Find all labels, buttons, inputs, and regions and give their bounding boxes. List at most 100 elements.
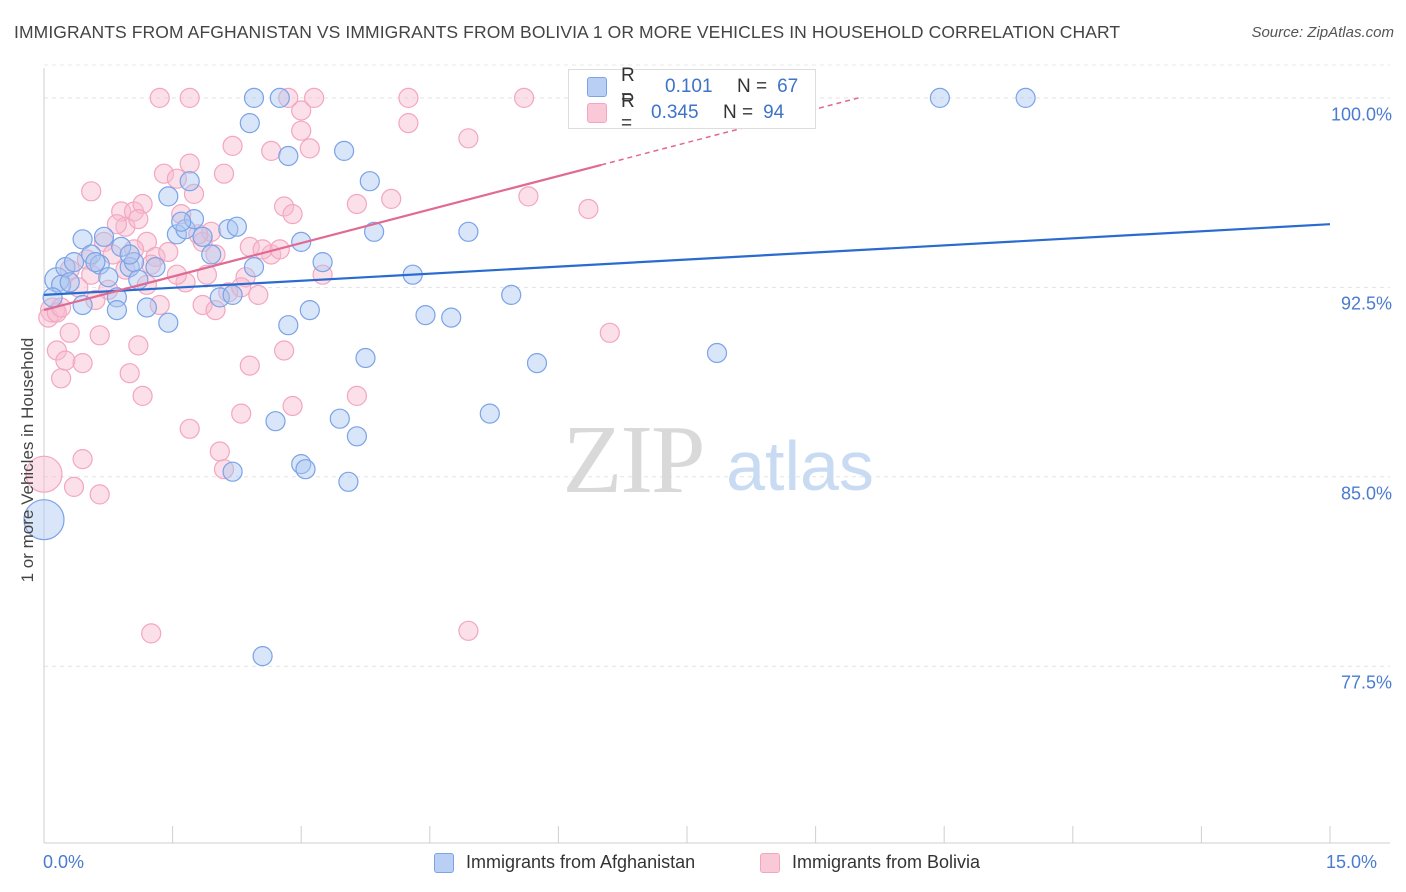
point-bolivia [346, 193, 367, 215]
watermark: ZIP atlas [563, 406, 874, 514]
point-afghanistan [85, 252, 106, 273]
point-bolivia [72, 353, 93, 374]
point-bolivia [171, 204, 192, 225]
watermark-atlas: atlas [726, 427, 874, 505]
point-afghanistan [364, 221, 385, 242]
point-bolivia [132, 385, 153, 406]
point-bolivia [81, 181, 102, 202]
point-afghanistan [278, 145, 299, 167]
point-bolivia [128, 335, 149, 356]
point-afghanistan [346, 426, 367, 447]
point-afghanistan [929, 87, 951, 109]
point-bolivia [59, 322, 80, 343]
point-afghanistan [441, 307, 462, 328]
point-bolivia [158, 241, 179, 263]
point-afghanistan [265, 411, 286, 432]
y-tick-label: 92.5% [1340, 293, 1392, 314]
point-bolivia [274, 340, 295, 361]
stats-legend: R = 0.101 N = 67 R = 0.345 N = 94 [568, 65, 816, 134]
legend-swatch-afghanistan [587, 77, 607, 97]
point-afghanistan [269, 87, 290, 109]
legend-r-label: R = [621, 65, 635, 108]
point-afghanistan [355, 347, 376, 369]
point-afghanistan [295, 459, 316, 480]
point-afghanistan [179, 171, 200, 192]
point-bolivia [132, 193, 153, 215]
legend-row-bolivia: R = 0.345 N = 94 [587, 91, 784, 134]
bottom-legend-label-afghanistan: Immigrants from Afghanistan [466, 852, 696, 872]
point-bolivia [458, 620, 479, 641]
point-afghanistan [201, 244, 222, 265]
point-afghanistan [136, 297, 157, 318]
legend-n-label: N = [723, 102, 754, 123]
point-afghanistan [63, 252, 85, 273]
point-bolivia [252, 239, 273, 260]
source-label: Source: ZipAtlas.com [1251, 24, 1394, 41]
point-afghanistan [239, 112, 260, 134]
point-bolivia [63, 476, 85, 497]
point-afghanistan [458, 221, 479, 242]
trend-line-afghanistan [43, 223, 1331, 296]
point-afghanistan [106, 300, 128, 321]
legend-r-value-bolivia: 0.345 [651, 102, 699, 123]
point-afghanistan [312, 252, 333, 273]
point-bolivia [89, 484, 110, 505]
point-afghanistan [299, 300, 320, 321]
bottom-legend-label-bolivia: Immigrants from Bolivia [792, 852, 981, 872]
point-bolivia [231, 403, 252, 424]
point-bolivia [25, 455, 63, 493]
point-afghanistan [192, 226, 213, 247]
point-afghanistan [183, 209, 205, 230]
point-afghanistan [93, 226, 115, 247]
trend-lines [43, 97, 1331, 312]
point-afghanistan [501, 284, 522, 305]
point-bolivia [599, 322, 620, 343]
point-afghanistan [158, 186, 179, 207]
point-bolivia [346, 385, 367, 406]
point-afghanistan [222, 461, 243, 482]
point-bolivia [458, 128, 479, 149]
point-bolivia [149, 87, 170, 109]
point-afghanistan [291, 231, 312, 252]
legend-n-label: N = [737, 76, 768, 97]
point-bolivia [179, 87, 200, 109]
point-bolivia [183, 183, 205, 204]
point-bolivia [141, 623, 162, 644]
point-bolivia [282, 204, 303, 225]
point-bolivia [235, 267, 256, 288]
point-bolivia [128, 209, 149, 230]
point-afghanistan [252, 645, 273, 667]
point-bolivia [205, 300, 226, 321]
legend-r-label: R = [621, 91, 635, 134]
legend-row-afghanistan: R = 0.101 N = 67 [587, 65, 799, 108]
bottom-legend-bolivia: Immigrants from Bolivia [760, 852, 980, 873]
point-bolivia [231, 277, 252, 298]
y-tick-label: 85.0% [1340, 483, 1392, 504]
y-tick-label: 100.0% [1330, 104, 1392, 125]
point-bolivia [81, 264, 102, 285]
point-afghanistan [23, 499, 65, 541]
point-bolivia [299, 138, 320, 159]
point-bolivia [248, 284, 269, 305]
point-bolivia [398, 87, 419, 109]
point-afghanistan [526, 353, 548, 374]
point-afghanistan [42, 287, 63, 308]
point-bolivia [106, 214, 128, 235]
point-bolivia [179, 153, 200, 174]
point-afghanistan [158, 312, 179, 333]
point-afghanistan [278, 315, 299, 336]
point-bolivia [119, 363, 140, 384]
point-bolivia [89, 325, 110, 346]
point-bolivia [213, 163, 235, 184]
legend-n-value-afghanistan: 67 [777, 76, 799, 97]
point-bolivia [278, 87, 299, 109]
point-bolivia [518, 186, 539, 207]
point-bolivia [513, 87, 535, 109]
legend-swatch-bolivia [587, 103, 607, 123]
point-afghanistan [334, 140, 355, 161]
point-bolivia [149, 294, 170, 316]
point-afghanistan [359, 171, 380, 192]
point-bolivia [261, 140, 282, 161]
point-afghanistan [415, 305, 436, 326]
x-tick-label-min: 0.0% [43, 852, 85, 872]
